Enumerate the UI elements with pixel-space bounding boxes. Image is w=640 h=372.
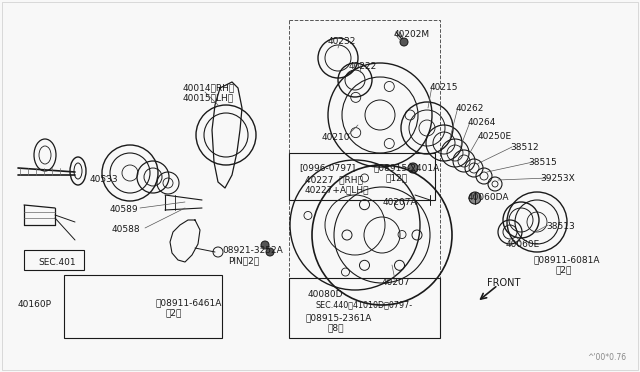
Text: 39253X: 39253X [540,174,575,183]
Text: 《2》: 《2》 [555,265,572,274]
Text: 40250E: 40250E [478,132,512,141]
Text: 40264: 40264 [468,118,497,127]
Text: 40227  〈RH〉: 40227 〈RH〉 [305,175,363,184]
Bar [289,20,440,278]
Text: 38512: 38512 [510,143,539,152]
Text: 38513: 38513 [546,222,575,231]
Text: 40227+A〈LH〉: 40227+A〈LH〉 [305,185,369,194]
Text: 40533: 40533 [90,175,118,184]
Circle shape [408,163,418,173]
Circle shape [261,241,269,249]
Text: 《12》: 《12》 [385,173,407,182]
Text: 40589: 40589 [110,205,139,214]
Text: Ⓟ08915-2361A: Ⓟ08915-2361A [306,313,372,322]
Text: 40202M: 40202M [394,30,430,39]
Text: 40222: 40222 [349,62,377,71]
Text: 40015〈LH〉: 40015〈LH〉 [183,93,234,102]
Text: 40232: 40232 [328,37,356,46]
Text: 《8》: 《8》 [328,323,344,332]
Text: 40207A: 40207A [383,198,418,207]
Text: ^'00*0.76: ^'00*0.76 [587,353,626,362]
Text: 《2》: 《2》 [166,308,182,317]
Bar [289,153,435,200]
Text: 38515: 38515 [528,158,557,167]
Text: 40060E: 40060E [506,240,540,249]
Text: 40014〈RH〉: 40014〈RH〉 [183,83,236,92]
Text: [0996-0797]: [0996-0797] [299,163,355,172]
Text: 40262: 40262 [456,104,484,113]
Text: 40060DA: 40060DA [468,193,509,202]
Text: 40160P: 40160P [18,300,52,309]
Circle shape [469,192,481,204]
Bar [64,275,222,338]
Text: 40588: 40588 [112,225,141,234]
Circle shape [266,248,274,256]
Text: ⓝ08911-6461A: ⓝ08911-6461A [155,298,221,307]
Text: SEC.401: SEC.401 [38,258,76,267]
Bar [289,278,440,338]
Bar [24,250,84,270]
Text: 40080D: 40080D [308,290,344,299]
Text: SEC.440〄41010D々0797-: SEC.440〄41010D々0797- [316,300,413,309]
Text: PIN〈2〉: PIN〈2〉 [228,256,259,265]
Text: 40207: 40207 [382,278,410,287]
Text: 40210: 40210 [322,133,351,142]
Text: 40215: 40215 [430,83,458,92]
Circle shape [400,38,408,46]
Text: Ⓟ08915-2401A: Ⓟ08915-2401A [373,163,439,172]
Text: 08921-3252A: 08921-3252A [222,246,283,255]
Text: ⓝ08911-6081A: ⓝ08911-6081A [534,255,600,264]
Text: FRONT: FRONT [487,278,520,288]
